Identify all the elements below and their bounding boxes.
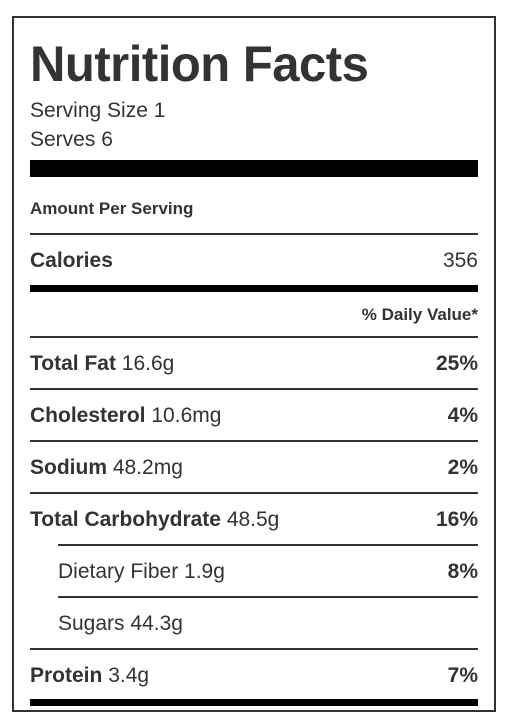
- amount-per-serving: Amount Per Serving: [30, 199, 194, 218]
- nutrient-row-total-carbohydrate: Total Carbohydrate 48.5g: [30, 507, 279, 533]
- nutrient-amount: 16.6g: [121, 352, 175, 375]
- nutrient-name: Total Fat: [30, 352, 116, 375]
- nutrient-name: Cholesterol: [30, 404, 146, 427]
- nutrient-percent: 16%: [435, 508, 478, 531]
- divider: [30, 388, 478, 390]
- nutrient-amount: 1.9g: [184, 560, 225, 583]
- nutrient-percent: 2%: [447, 456, 478, 479]
- nutrient-row-sodium: Sodium 48.2mg: [30, 455, 183, 481]
- servings-count: Serves 6: [30, 128, 113, 151]
- label-title: Nutrition Facts: [30, 36, 369, 92]
- nutrient-amount: 48.2mg: [112, 456, 183, 479]
- nutrient-row-total-fat: Total Fat 16.6g: [30, 351, 174, 377]
- medium-divider: [30, 285, 478, 292]
- divider-indented: [58, 544, 478, 546]
- divider-indented: [58, 596, 478, 598]
- nutrient-row-cholesterol: Cholesterol 10.6mg: [30, 403, 221, 429]
- label-content: Nutrition Facts Serving Size 1 Serves 6 …: [30, 18, 478, 710]
- nutrient-name: Protein: [30, 664, 103, 687]
- nutrient-amount: 10.6mg: [151, 404, 222, 427]
- calories-label: Calories: [30, 249, 113, 272]
- divider: [30, 492, 478, 494]
- thick-divider-bottom: [30, 699, 478, 706]
- divider: [30, 648, 478, 650]
- nutrient-row-sugars: Sugars 44.3g: [58, 611, 183, 637]
- nutrient-row-protein: Protein 3.4g: [30, 663, 149, 689]
- nutrient-amount: 48.5g: [226, 508, 280, 531]
- nutrient-percent: 8%: [447, 560, 478, 583]
- divider: [30, 233, 478, 235]
- nutrient-amount: 44.3g: [130, 612, 183, 635]
- nutrient-amount: 3.4g: [108, 664, 150, 687]
- nutrient-name: Dietary Fiber: [58, 560, 179, 583]
- nutrition-facts-label: Nutrition Facts Serving Size 1 Serves 6 …: [12, 16, 496, 712]
- divider: [30, 336, 478, 338]
- nutrient-name: Sugars: [58, 612, 125, 635]
- nutrient-name: Sodium: [30, 456, 107, 479]
- daily-value-header: % Daily Value*: [361, 305, 478, 324]
- nutrient-percent: 7%: [447, 664, 478, 687]
- serving-size: Serving Size 1: [30, 99, 166, 122]
- nutrient-percent: 25%: [435, 352, 478, 375]
- nutrient-row-dietary-fiber: Dietary Fiber 1.9g: [58, 559, 225, 585]
- divider: [30, 440, 478, 442]
- nutrient-percent: 4%: [447, 404, 478, 427]
- thick-divider-top: [30, 160, 478, 177]
- nutrient-name: Total Carbohydrate: [30, 508, 221, 531]
- calories-value: 356: [442, 249, 478, 272]
